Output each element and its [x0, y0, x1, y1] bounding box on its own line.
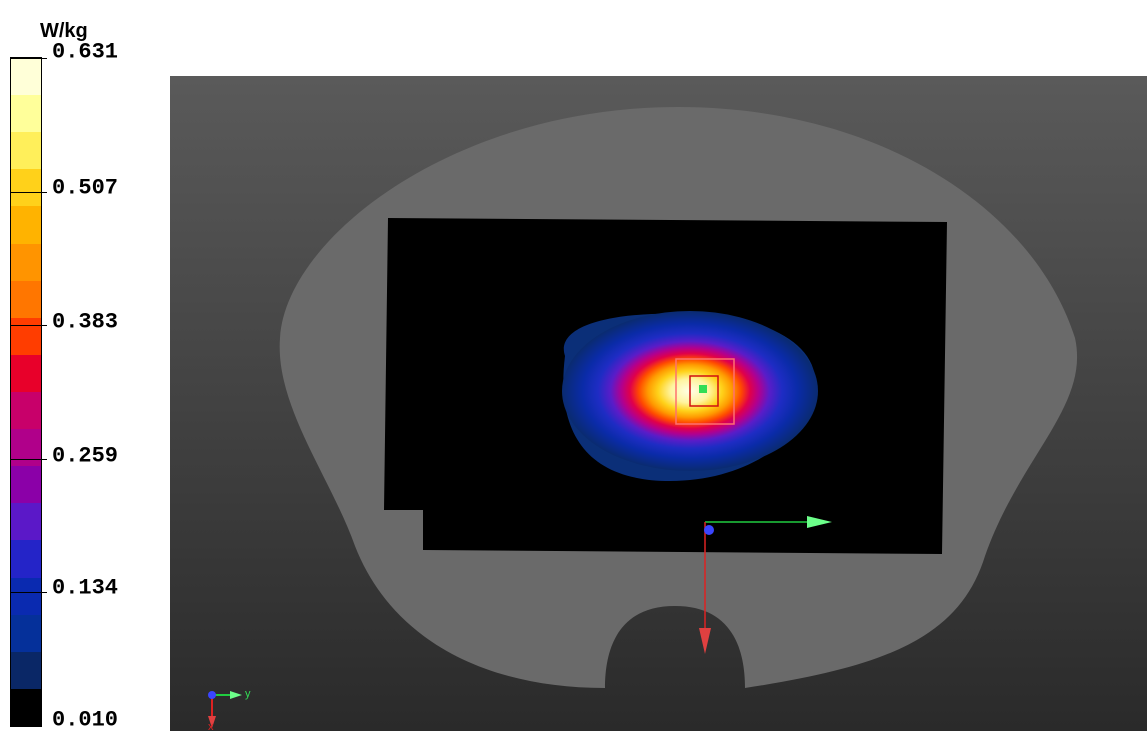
y-axis-arrow — [807, 516, 832, 528]
color-scale-swatch — [11, 577, 41, 616]
origin-marker — [704, 525, 714, 535]
color-scale-swatch — [11, 466, 41, 505]
peak-marker — [699, 385, 707, 393]
tick-label: 0.259 — [52, 443, 119, 469]
color-scale-swatch — [11, 132, 41, 171]
unit-label: W/kg — [40, 20, 88, 42]
color-scale-tick — [11, 191, 47, 193]
color-scale-swatch — [11, 280, 41, 320]
tick-label-min: 0.010 — [52, 707, 119, 733]
x-axis-arrow — [699, 628, 711, 654]
color-scale-tick — [11, 458, 47, 460]
color-scale-swatch — [11, 317, 41, 357]
peak-cube — [689, 375, 719, 407]
tick-label-max: 0.631 — [52, 39, 119, 65]
viewport-canvas[interactable]: y x — [170, 76, 1147, 731]
3d-viewport[interactable]: y x — [170, 76, 1147, 731]
tick-label: 0.134 — [52, 575, 119, 601]
color-scale-swatch — [11, 688, 41, 728]
gizmo-x-label: x — [208, 721, 214, 731]
color-legend: W/kg 0.631 0.507 0.383 0.259 0.134 0.010 — [0, 0, 170, 733]
zoom-scan-cube — [675, 358, 735, 425]
color-scale-tick — [11, 325, 47, 327]
color-scale-tick — [11, 58, 47, 59]
axis-orientation-gizmo: y x — [208, 688, 251, 731]
color-scale-tick — [11, 592, 47, 594]
color-scale-swatch — [11, 540, 41, 579]
tick-label: 0.383 — [52, 309, 119, 335]
color-scale-bar — [10, 57, 47, 728]
color-scale-swatch — [11, 58, 41, 97]
color-scale-swatch — [11, 354, 41, 394]
color-scale-swatch — [11, 614, 41, 654]
color-scale-swatch — [11, 429, 41, 468]
color-scale-swatch — [11, 169, 41, 208]
color-scale-swatch — [11, 651, 41, 691]
gizmo-y-label: y — [245, 688, 251, 700]
color-scale-swatch — [11, 503, 41, 542]
color-scale-swatch — [11, 95, 41, 134]
color-scale-swatch — [11, 392, 41, 431]
color-scale-swatch — [11, 206, 41, 245]
tick-label: 0.507 — [52, 175, 119, 201]
color-scale-swatch — [11, 243, 41, 282]
